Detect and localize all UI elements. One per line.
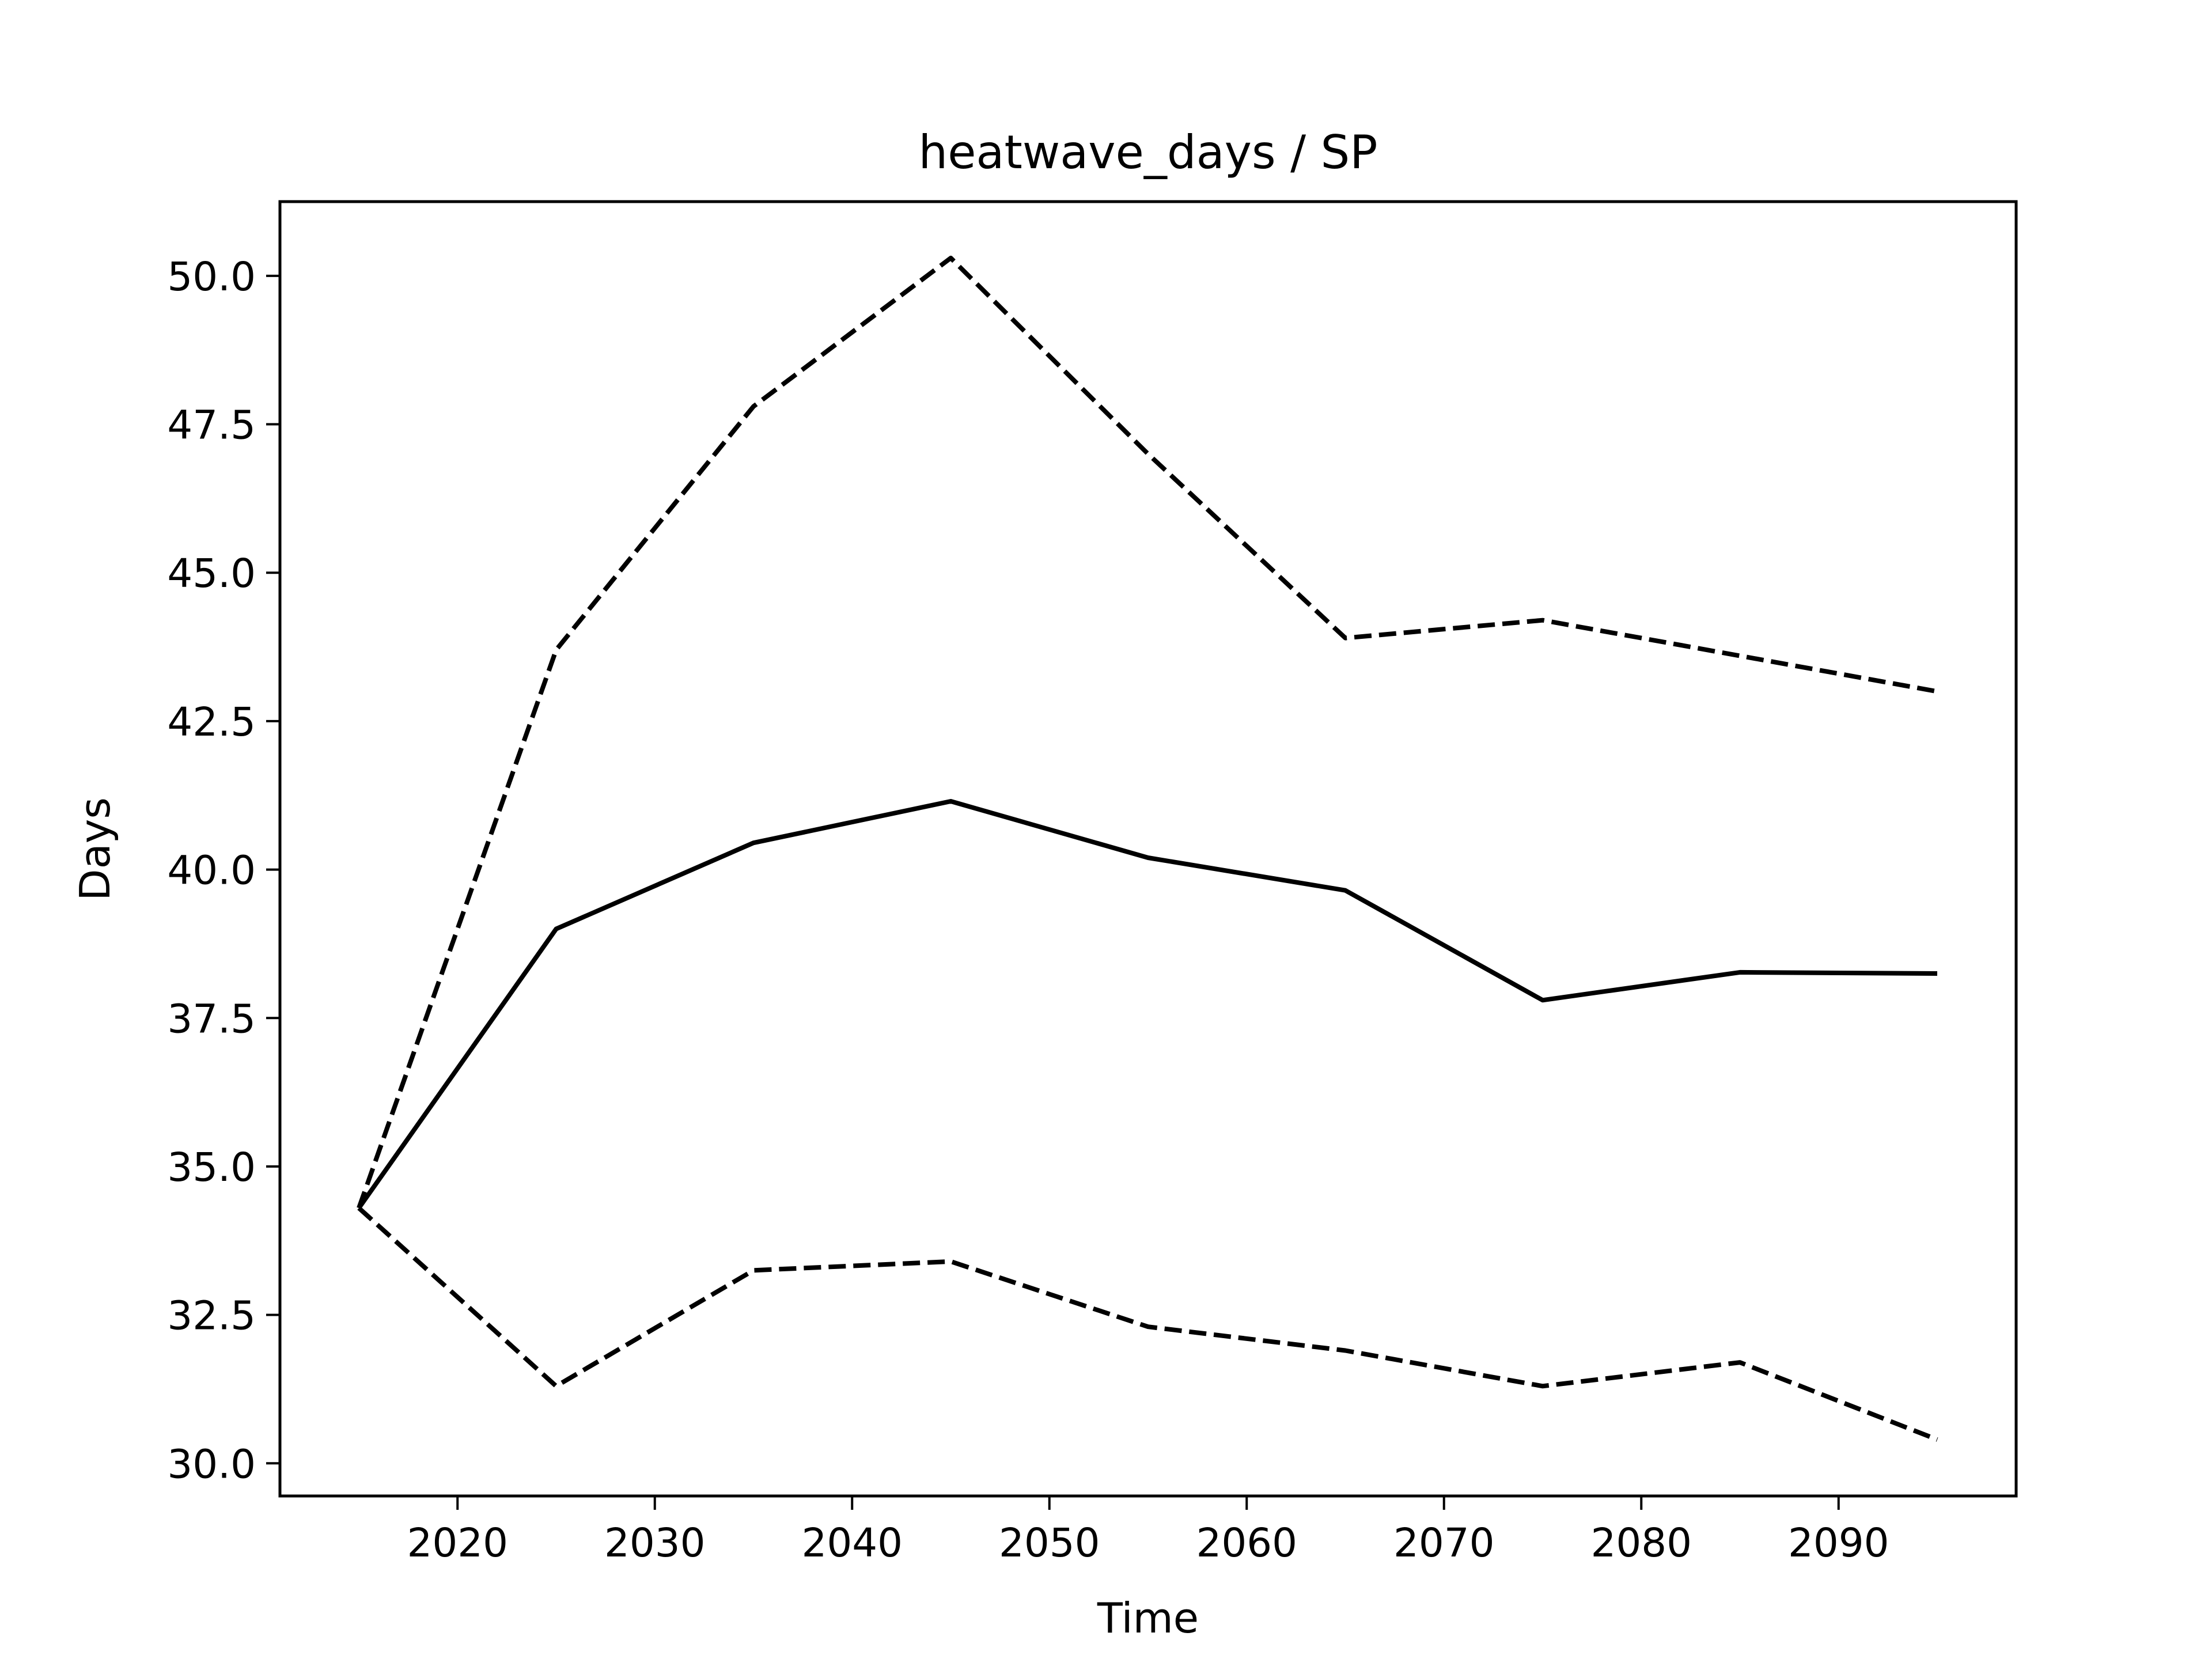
y-tick-label: 47.5 [167,403,256,449]
x-tick-label: 2080 [1590,1520,1692,1566]
x-tick-label: 2090 [1788,1520,1889,1566]
y-tick-label: 40.0 [167,848,256,894]
y-axis-ticks: 30.0 32.5 35.0 37.5 40.0 42.5 45.0 47.5 50.0 [167,254,280,1487]
series-lines [357,255,1938,1442]
x-tick-label: 2050 [999,1520,1100,1566]
x-axis-ticks: 2020 2030 2040 2050 2060 2070 2080 2090 [407,1496,1889,1566]
chart-title: heatwave_days / SP [919,126,1378,179]
x-tick-label: 2060 [1196,1520,1297,1566]
y-tick-label: 50.0 [167,254,256,300]
y-tick-label: 30.0 [167,1441,256,1487]
y-tick-label: 32.5 [167,1293,256,1339]
series-line-upper [357,255,1938,1209]
y-axis-label: Days [71,797,119,901]
series-line-lower [357,1206,1938,1442]
y-tick-label: 35.0 [167,1145,256,1191]
y-tick-label: 42.5 [167,699,256,745]
x-tick-label: 2040 [801,1520,903,1566]
x-tick-label: 2070 [1393,1520,1495,1566]
plot-frame [278,200,2018,1498]
series-line-mean [357,799,1938,1210]
x-tick-label: 2030 [604,1520,706,1566]
y-tick-label: 37.5 [167,996,256,1042]
x-tick-label: 2020 [407,1520,508,1566]
x-axis-label: Time [1097,1594,1199,1642]
y-tick-label: 45.0 [167,551,256,597]
